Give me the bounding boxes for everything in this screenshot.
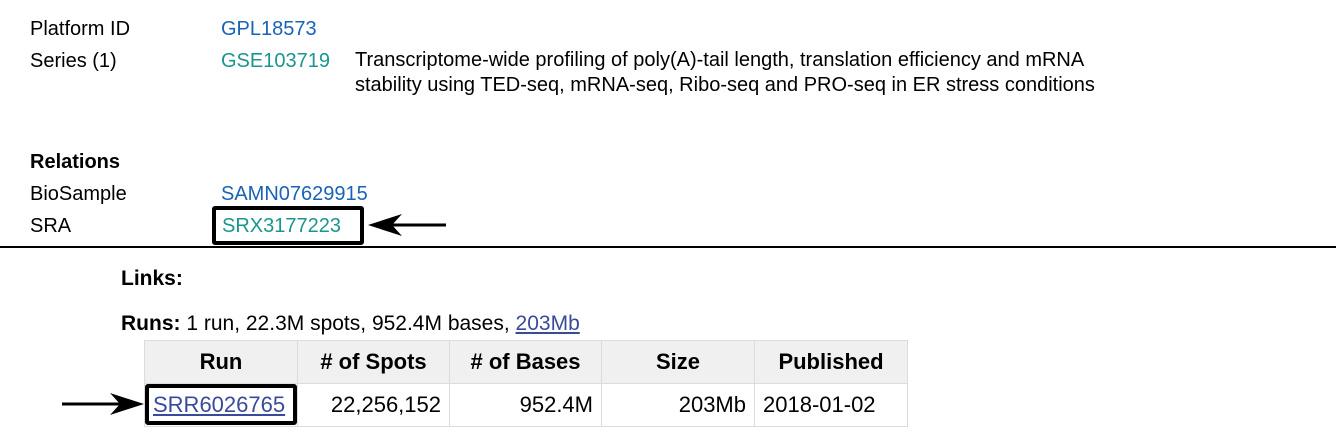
arrow-right-icon (62, 393, 144, 415)
column-header-published: Published (754, 340, 908, 384)
bases-cell: 952.4M (449, 383, 602, 427)
sra-link[interactable]: SRX3177223 (222, 215, 341, 237)
platform-id-link[interactable]: GPL18573 (221, 18, 317, 40)
series-title: Transcriptome-wide profiling of poly(A)-… (355, 49, 1095, 96)
biosample-label: BioSample (30, 183, 127, 205)
run-cell: SRR6026765 (144, 383, 298, 427)
run-highlight-box (145, 384, 297, 425)
series-label: Series (1) (30, 50, 117, 72)
runs-size-link[interactable]: 203Mb (515, 312, 580, 335)
sra-highlight-box (212, 206, 364, 245)
column-header-spots: # of Spots (297, 340, 450, 384)
series-id-link[interactable]: GSE103719 (221, 50, 330, 72)
runs-summary-text: 1 run, 22.3M spots, 952.4M bases, (186, 312, 510, 335)
runs-summary: Runs: 1 run, 22.3M spots, 952.4M bases, … (121, 312, 580, 336)
size-cell: 203Mb (601, 383, 755, 427)
run-accession-link[interactable]: SRR6026765 (153, 392, 286, 417)
runs-table: Run # of Spots # of Bases Size Published… (144, 340, 908, 427)
column-header-bases: # of Bases (449, 340, 602, 384)
spots-cell: 22,256,152 (297, 383, 450, 427)
biosample-link[interactable]: SAMN07629915 (221, 183, 368, 205)
arrow-left-icon (368, 214, 446, 236)
column-header-run: Run (144, 340, 298, 384)
links-heading: Links: (121, 267, 183, 290)
runs-table-header: Run # of Spots # of Bases Size Published (144, 340, 908, 384)
table-row: SRR6026765 22,256,152 952.4M 203Mb 2018-… (144, 383, 908, 427)
published-cell: 2018-01-02 (754, 383, 908, 427)
section-divider (0, 246, 1336, 248)
platform-id-label: Platform ID (30, 18, 131, 40)
relations-heading: Relations (30, 151, 121, 173)
sra-label: SRA (30, 215, 72, 237)
column-header-size: Size (601, 340, 755, 384)
runs-label: Runs: (121, 312, 181, 335)
